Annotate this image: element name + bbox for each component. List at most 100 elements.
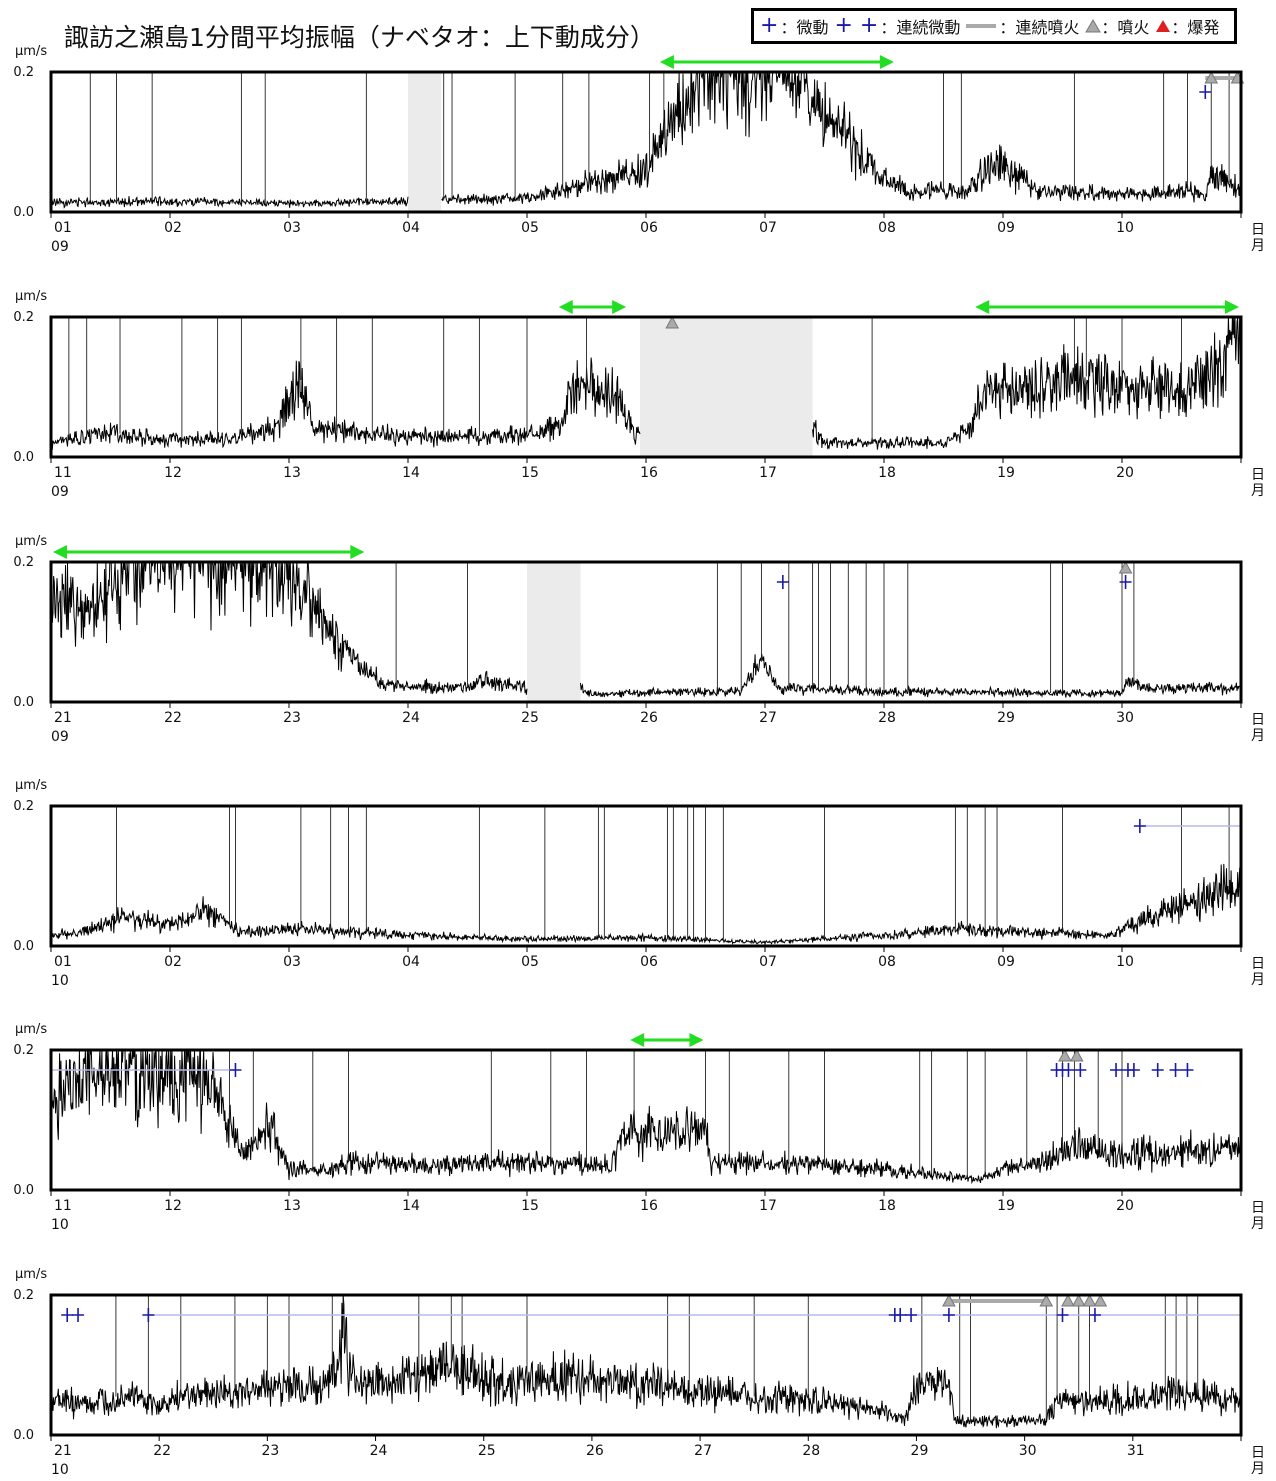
tremor-mark [1199,85,1212,99]
chart-title: 諏訪之瀬島1分間平均振幅（ナベタオ：上下動成分） [64,23,655,52]
axis-day-label: 日 [1251,467,1265,483]
amplitude-trace [51,72,1241,209]
period-arrow [975,300,1239,314]
tremor-mark [1119,575,1132,589]
x-tick-label: 14 [402,465,420,481]
eruption-mark [1093,1293,1108,1307]
x-tick-label: 04 [402,954,420,970]
y-tick-label: 0.0 [13,695,34,710]
chart-panel-6: μm/s 0.2 0.0 21 22 23 24 25 26 27 28 29 30 31 10 日月 [13,1267,1265,1478]
x-tick-label: 13 [283,465,301,481]
x-tick-label: 11 [54,465,72,481]
period-arrow-head-right [879,55,894,69]
tremor-mark [61,1308,74,1322]
y-unit-label: μm/s [15,289,47,304]
x-tick-label: 15 [521,1198,539,1214]
x-tick-label: 02 [164,954,182,970]
eruption-mark [942,1293,956,1307]
eruption-mark [1061,1293,1075,1307]
tremor-mark [1127,1063,1140,1077]
x-tick-label: 15 [521,465,539,481]
tremor-mark [942,1308,955,1322]
y-tick-label: 0.0 [13,450,34,465]
period-arrow-head-right [612,300,627,314]
axis-month-label: 月 [1251,1461,1265,1477]
tremor-mark [1056,1308,1069,1322]
x-tick-label: 05 [521,954,539,970]
x-tick-label: 31 [1127,1443,1145,1459]
x-tick-label: 19 [997,465,1015,481]
period-arrow [659,55,894,69]
month-label: 09 [51,729,69,745]
x-tick-label: 07 [759,220,777,236]
legend-continuous-eruption: ：連続噴火 [966,14,1079,38]
x-tick-label: 03 [283,954,301,970]
chart-panel-1: μm/s 0.2 0.0 01 02 03 04 05 06 07 08 09 10 09 日月 [13,44,1265,255]
tremor-mark [1074,1063,1087,1077]
tremor-mark [1181,1063,1194,1077]
period-arrow-head-left [975,300,990,314]
x-tick-label: 06 [640,954,658,970]
y-tick-label: 0.0 [13,1183,34,1198]
period-arrow-head-left [558,300,573,314]
legend-continuous-tremor-label: ：連続微動 [880,18,961,37]
missing-data-area [527,562,581,702]
chart-panel-5: μm/s 0.2 0.0 11 12 13 14 15 16 17 18 19 20 10 日月 [13,1022,1265,1233]
x-tick-label: 30 [1116,710,1134,726]
axis-month-label: 月 [1251,972,1265,988]
amplitude-trace [51,317,1241,450]
continuous-tremor-plus-icon: + + [834,13,879,38]
x-tick-label: 09 [997,954,1015,970]
eruption-mark [665,315,680,329]
x-tick-label: 16 [640,1198,658,1214]
month-label: 10 [51,973,69,989]
legend-eruption-label: ：噴火 [1101,18,1150,37]
tremor-mark [229,1063,242,1077]
eruption-triangle-icon [1085,19,1102,33]
x-tick-label: 08 [878,954,896,970]
period-arrow-head-right [350,545,365,559]
continuous-eruption-line-icon [966,24,997,28]
x-tick-label: 30 [1019,1443,1037,1459]
tremor-mark [776,575,789,589]
eruption-mark [1118,560,1133,574]
x-tick-label: 20 [1116,1198,1134,1214]
x-tick-label: 25 [521,710,539,726]
period-arrow-head-left [53,545,67,559]
y-tick-label: 0.2 [13,65,34,80]
period-arrow-head-right [1225,300,1239,314]
x-tick-label: 03 [283,220,301,236]
x-tick-label: 18 [878,465,896,481]
eruption-mark [1069,1048,1084,1062]
tremor-mark [1062,1063,1075,1077]
y-tick-label: 0.2 [13,1288,34,1303]
axis-day-label: 日 [1251,956,1265,972]
legend-eruption: ：噴火 [1085,14,1149,38]
explosion-triangle-icon [1156,20,1171,32]
period-arrow [630,1033,704,1047]
x-tick-label: 13 [283,1198,301,1214]
period-arrow-head-left [659,55,674,69]
legend-continuous-eruption-label: ：連続噴火 [999,18,1080,37]
x-tick-label: 19 [997,1198,1015,1214]
x-tick-label: 11 [54,1198,72,1214]
month-label: 10 [51,1217,69,1233]
x-tick-label: 06 [640,220,658,236]
legend: + ：微動 + + ：連続微動 ：連続噴火 ：噴火 ：爆発 [751,8,1237,44]
x-tick-label: 12 [164,1198,182,1214]
x-tick-label: 27 [694,1443,712,1459]
chart-panel-4: μm/s 0.2 0.0 01 02 03 04 05 06 07 08 09 10 10 日月 [13,778,1265,989]
tremor-mark [72,1308,85,1322]
legend-explosion: ：爆発 [1155,14,1219,38]
missing-data-area [640,317,813,457]
eruption-mark [1039,1293,1054,1307]
x-tick-label: 22 [164,710,182,726]
amplitude-trace [51,1050,1241,1185]
y-tick-label: 0.2 [13,310,34,325]
x-tick-label: 29 [997,710,1015,726]
axis-day-label: 日 [1251,1200,1265,1216]
tremor-mark [1110,1063,1123,1077]
plot-frame [49,1293,1243,1437]
x-tick-label: 09 [997,220,1015,236]
